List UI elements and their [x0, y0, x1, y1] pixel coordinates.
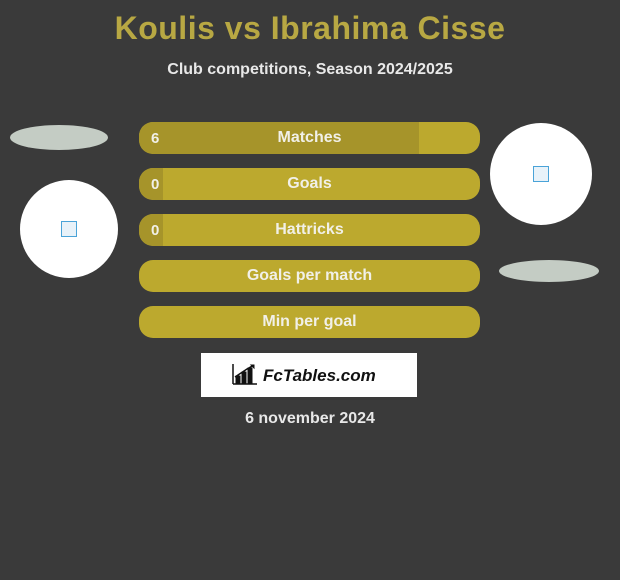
stat-bar: Hattricks0 — [139, 214, 480, 246]
left-player-avatar — [20, 180, 118, 278]
comparison-bars: Matches6Goals0Hattricks0Goals per matchM… — [139, 122, 480, 352]
left-shadow-ellipse — [10, 125, 108, 150]
stat-bar: Goals0 — [139, 168, 480, 200]
stat-bar-label: Goals per match — [139, 260, 480, 292]
image-placeholder-icon — [533, 166, 549, 182]
page-title: Koulis vs Ibrahima Cisse — [0, 0, 620, 47]
stat-bar-label: Hattricks — [139, 214, 480, 246]
stat-bar-value-left: 6 — [151, 122, 159, 154]
right-shadow-ellipse — [499, 260, 599, 282]
right-player-avatar — [490, 123, 592, 225]
stat-bar: Min per goal — [139, 306, 480, 338]
stat-bar-label: Min per goal — [139, 306, 480, 338]
stat-bar-label: Matches — [139, 122, 480, 154]
stat-bar: Matches6 — [139, 122, 480, 154]
stat-bar: Goals per match — [139, 260, 480, 292]
stat-bar-label: Goals — [139, 168, 480, 200]
brand-logo: FcTables.com — [201, 353, 417, 397]
image-placeholder-icon — [61, 221, 77, 237]
stat-bar-value-left: 0 — [151, 214, 159, 246]
stat-bar-value-left: 0 — [151, 168, 159, 200]
date-label: 6 november 2024 — [0, 410, 620, 428]
subtitle: Club competitions, Season 2024/2025 — [0, 61, 620, 79]
svg-text:FcTables.com: FcTables.com — [263, 366, 376, 385]
